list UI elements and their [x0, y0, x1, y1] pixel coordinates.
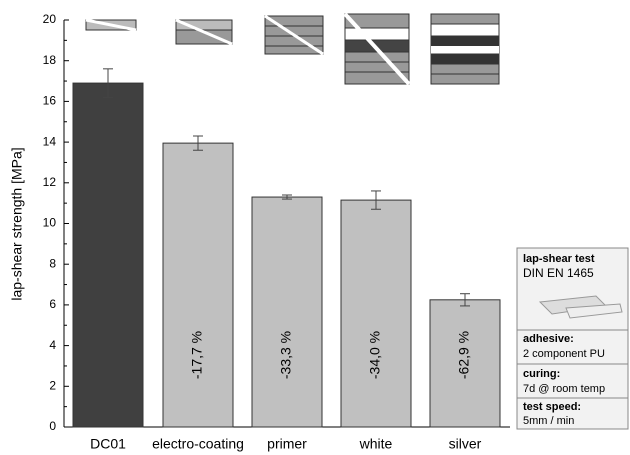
y-tick-label: 2 [49, 378, 56, 392]
bar [163, 143, 233, 427]
bar-annotation: -62,9 % [456, 331, 472, 379]
info-curing: 7d @ room temp [523, 383, 605, 395]
y-tick-label: 10 [43, 216, 57, 230]
chart: lap-shear strength [MPa] lap-shear test … [0, 0, 630, 455]
y-tick-label: 16 [43, 94, 57, 108]
layer-icons [86, 14, 499, 84]
bar [73, 83, 143, 427]
bar [252, 197, 322, 427]
y-tick-label: 6 [49, 297, 56, 311]
bar-annotation: -34,0 % [367, 331, 383, 379]
bar [341, 200, 411, 427]
info-adhesive: 2 component PU [523, 348, 605, 360]
x-tick-label: silver [449, 436, 482, 452]
info-title: lap-shear test [523, 253, 595, 265]
bar-annotation: -33,3 % [278, 331, 294, 379]
info-speed: 5mm / min [523, 415, 574, 427]
y-axis-label: lap-shear strength [MPa] [9, 147, 25, 300]
info-curing-label: curing: [523, 368, 560, 380]
info-adhesive-label: adhesive: [523, 333, 574, 345]
info-standard: DIN EN 1465 [523, 266, 594, 280]
y-tick-label: 0 [49, 419, 56, 433]
x-tick-label: white [359, 436, 393, 452]
x-tick-label: DC01 [90, 436, 126, 452]
bar-annotation: -17,7 % [189, 331, 205, 379]
y-tick-label: 20 [43, 12, 57, 26]
x-tick-label: primer [267, 436, 307, 452]
y-tick-label: 8 [49, 256, 56, 270]
y-tick-label: 12 [43, 175, 57, 189]
y-tick-label: 14 [43, 134, 57, 148]
y-tick-label: 18 [43, 53, 57, 67]
y-tick-label: 4 [49, 338, 56, 352]
info-box: lap-shear test DIN EN 1465 adhesive: 2 c… [517, 248, 628, 429]
x-tick-label: electro-coating [152, 436, 244, 452]
info-speed-label: test speed: [523, 401, 581, 413]
